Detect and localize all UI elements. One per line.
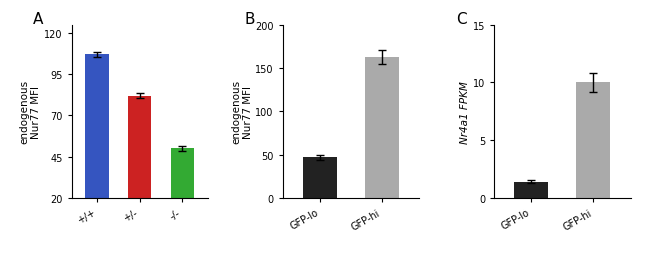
Text: C: C bbox=[456, 12, 467, 26]
Text: B: B bbox=[244, 12, 255, 26]
Bar bbox=[128, 96, 151, 198]
Bar bbox=[514, 182, 549, 198]
Y-axis label: endogenous
Nur77 MFI: endogenous Nur77 MFI bbox=[20, 80, 41, 144]
Text: A: A bbox=[33, 12, 44, 26]
Bar bbox=[577, 83, 610, 198]
Y-axis label: endogenous
Nur77 MFI: endogenous Nur77 MFI bbox=[231, 80, 252, 144]
Bar bbox=[303, 157, 337, 198]
Bar bbox=[170, 149, 194, 198]
Bar bbox=[85, 55, 109, 198]
Bar bbox=[365, 57, 399, 198]
Y-axis label: Nr4a1 FPKM: Nr4a1 FPKM bbox=[460, 81, 470, 143]
